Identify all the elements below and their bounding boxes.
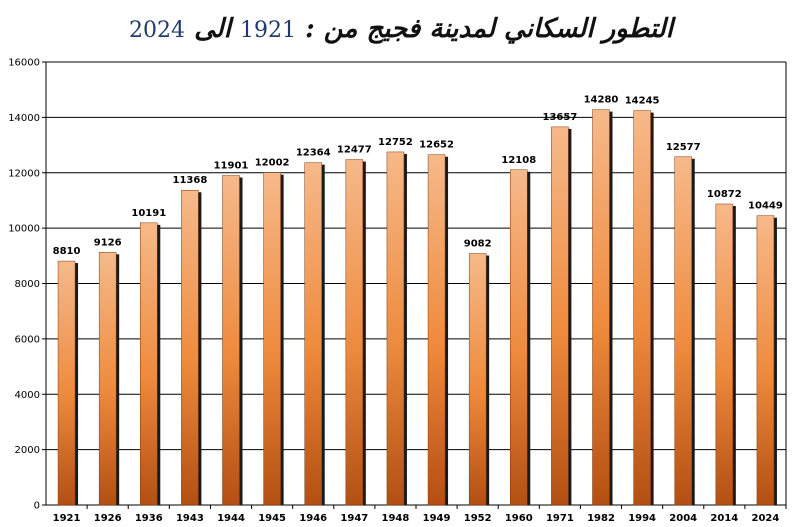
x-tick-label: 2024 — [752, 513, 780, 524]
data-label: 9082 — [464, 239, 492, 250]
data-label: 8810 — [53, 246, 81, 257]
title-connector: الى — [194, 14, 231, 44]
bar-1926 — [98, 252, 117, 506]
bar-1944 — [222, 175, 240, 506]
y-tick-label: 0 — [34, 501, 40, 512]
x-tick-label: 1994 — [628, 513, 656, 524]
x-tick-label: 1952 — [464, 513, 492, 524]
y-axis-ticks: 0 2000 4000 6000 8000 10000 12000 14000 16000 — [8, 58, 40, 512]
chart-title: التطور السكاني لمدينة فجيج من : 1921 الى… — [0, 14, 802, 44]
x-tick-label: 1947 — [340, 513, 368, 524]
bar-1952 — [468, 253, 487, 506]
y-tick-label: 4000 — [15, 390, 40, 401]
y-tick-label: 6000 — [15, 334, 40, 345]
bar-1945 — [263, 172, 281, 506]
x-tick-label: 1943 — [176, 513, 204, 524]
data-label: 10449 — [748, 201, 783, 212]
data-label: 12752 — [378, 137, 413, 148]
bar-2004 — [674, 156, 692, 506]
y-tick-label: 10000 — [8, 224, 40, 235]
x-tick-label: 1982 — [587, 513, 615, 524]
title-to-year: 2024 — [129, 18, 186, 43]
bar-1982 — [592, 109, 610, 506]
data-label: 12652 — [419, 140, 454, 151]
bar-1936 — [140, 222, 158, 506]
data-label: 14280 — [584, 95, 619, 106]
y-tick-label: 14000 — [8, 113, 40, 124]
bar-1949 — [427, 154, 446, 506]
x-tick-label: 2014 — [710, 513, 738, 524]
data-label: 12002 — [255, 158, 290, 169]
bar-2024 — [756, 215, 775, 506]
title-from-year: 1921 — [240, 18, 296, 43]
bar-1946 — [304, 162, 322, 506]
x-tick-label: 1926 — [94, 513, 122, 524]
x-tick-label: 1936 — [135, 513, 163, 524]
data-label: 10191 — [131, 208, 166, 219]
x-tick-label: 1944 — [217, 513, 245, 524]
data-label: 13657 — [542, 112, 577, 123]
data-label: 14245 — [625, 96, 660, 107]
data-label: 12477 — [337, 145, 372, 156]
x-axis-ticks: 1921 1926 1936 1943 1944 1945 1946 1947 1948 1949… — [53, 505, 787, 524]
data-label: 12577 — [666, 142, 701, 153]
bar-1960 — [510, 169, 528, 506]
x-tick-label: 1946 — [299, 513, 327, 524]
bar-1971 — [551, 126, 569, 506]
x-tick-label: 1945 — [258, 513, 286, 524]
data-labels: 8810 9126 10191 11368 11901 12002 12364 12477 12… — [53, 95, 783, 257]
data-label: 11901 — [214, 160, 249, 171]
bars — [57, 109, 777, 506]
bar-1947 — [345, 159, 364, 506]
y-tick-label: 8000 — [15, 279, 40, 290]
x-tick-label: 1921 — [53, 513, 81, 524]
x-tick-label: 1971 — [546, 513, 574, 524]
x-tick-label: 1960 — [505, 513, 533, 524]
y-tick-label: 16000 — [8, 58, 40, 69]
title-text: التطور السكاني لمدينة فجيج من : — [305, 14, 673, 44]
data-label: 12108 — [501, 155, 536, 166]
x-tick-label: 1949 — [423, 513, 451, 524]
bar-1948 — [386, 151, 405, 506]
y-tick-label: 12000 — [8, 168, 40, 179]
data-label: 11368 — [172, 175, 207, 186]
x-tick-label: 1948 — [382, 513, 410, 524]
bar-1994 — [633, 110, 651, 506]
x-tick-label: 2004 — [669, 513, 697, 524]
data-label: 10872 — [707, 189, 742, 200]
data-label: 9126 — [94, 237, 122, 248]
bar-2014 — [715, 203, 734, 506]
bar-1943 — [181, 189, 199, 506]
bar-1921 — [57, 260, 76, 506]
data-label: 12364 — [296, 148, 331, 159]
y-tick-label: 2000 — [15, 445, 40, 456]
